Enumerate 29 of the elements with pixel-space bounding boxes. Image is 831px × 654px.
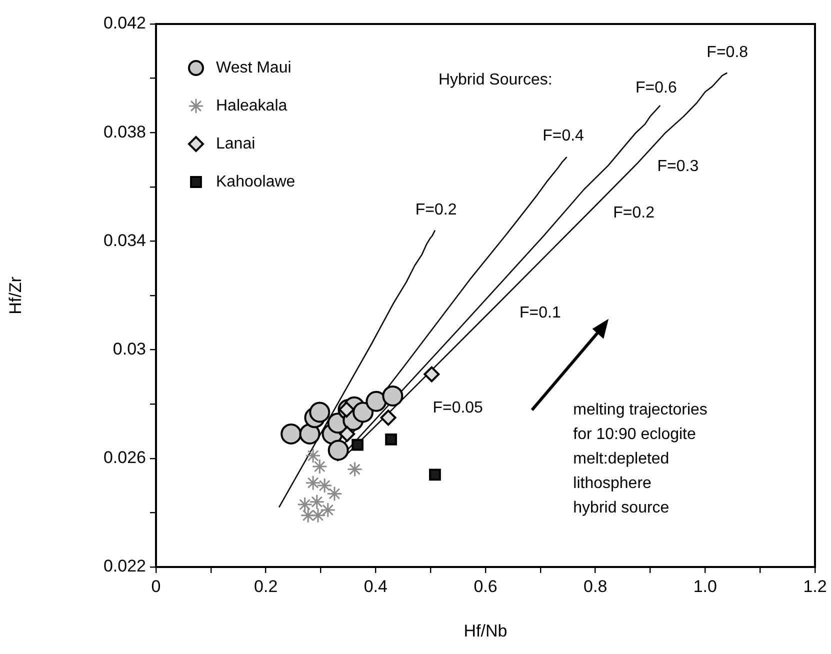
annotation: F=0.3 [657,158,699,176]
x-tick-label: 0 [151,576,161,596]
annotation: F=0.8 [706,44,748,62]
annotation: F=0.05 [432,399,484,416]
annotation: F=0.1 [520,304,561,322]
y-tick-label: 0.03 [112,339,146,358]
annotation: F=0.4 [542,127,584,144]
annotation: melting trajectories for 10:90 eclogite melt:depleted lithosphere hybrid source [573,401,708,516]
x-tick-label: 1.2 [803,576,827,596]
y-tick-label: 0.026 [103,448,146,468]
y-tick-label: 0.034 [103,230,146,250]
x-axis-title: Hf/Nb [464,621,508,640]
y-tick-label: 0.038 [103,122,146,142]
legend-label: West Maui [216,59,292,76]
x-tick-label: 0.2 [254,576,278,596]
x-tick-label: 0.4 [364,576,388,596]
x-tick-label: 0.8 [584,576,608,596]
y-tick-label: 0.042 [103,14,146,33]
x-tick-label: 1.0 [693,576,717,596]
annotation: F=0.6 [636,79,677,96]
annotation: Hybrid Sources: [438,71,552,88]
y-axis-title: Hf/Zr [6,276,25,314]
legend-label: Kahoolawe [216,173,296,190]
x-tick-label: 0.6 [474,576,498,596]
legend-label: Lanai [216,135,256,152]
y-tick-label: 0.022 [103,556,146,576]
legend-label: Haleakala [216,97,288,114]
annotation: F=0.2 [415,202,457,219]
annotation: F=0.2 [613,204,655,222]
